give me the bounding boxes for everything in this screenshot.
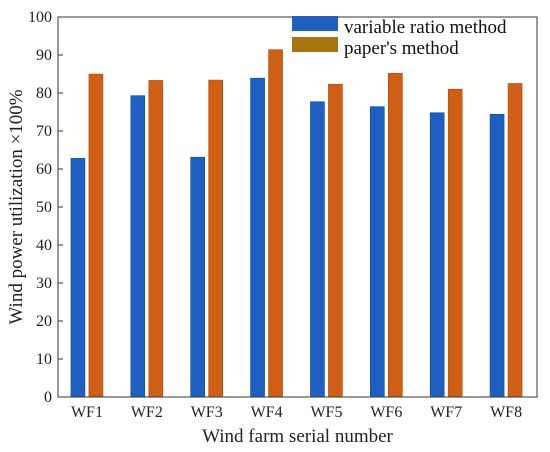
x-axis-title: Wind farm serial number	[202, 426, 393, 447]
bar-papers-method-wf5	[328, 83, 343, 398]
bar-papers-method-wf1	[88, 73, 104, 398]
bar-papers-method-wf4	[268, 49, 283, 398]
y-tick-label: 20	[36, 313, 52, 330]
bars	[70, 49, 523, 398]
bar-variable-ratio-wf6	[370, 106, 385, 398]
y-tick-label: 50	[36, 199, 52, 216]
bar-variable-ratio-wf5	[310, 101, 325, 398]
x-tick-label: WF2	[131, 404, 163, 421]
y-tick-label: 10	[36, 351, 52, 368]
x-tick-label: WF5	[310, 404, 342, 421]
bar-variable-ratio-wf3	[190, 156, 205, 398]
x-tick-label: WF4	[251, 404, 283, 421]
y-tick-label: 70	[36, 123, 52, 140]
legend: variable ratio method paper's method	[292, 16, 507, 59]
bar-variable-ratio-wf8	[489, 113, 505, 398]
bar-papers-method-wf7	[447, 88, 463, 398]
bar-variable-ratio-wf1	[70, 158, 86, 398]
y-tick-label: 90	[36, 47, 52, 64]
y-axis-title: Wind power utilization ×100%	[6, 89, 27, 324]
bar-papers-method-wf6	[388, 72, 403, 398]
y-tick-label: 80	[36, 85, 52, 102]
x-axis-ticks: WF1 WF2 WF3 WF4 WF5 WF6 WF7 WF8	[71, 404, 522, 421]
y-tick-label: 60	[36, 161, 52, 178]
y-axis-ticks: 0 10 20 30 40 50 60 70 80 90 100	[28, 9, 63, 406]
bar-variable-ratio-wf4	[250, 77, 265, 398]
legend-label-variable-ratio: variable ratio method	[344, 17, 507, 38]
bar-variable-ratio-wf2	[130, 95, 146, 398]
x-tick-label: WF1	[71, 404, 103, 421]
x-tick-label: WF3	[191, 404, 223, 421]
y-tick-label: 40	[36, 237, 52, 254]
legend-swatch-papers-method	[292, 37, 338, 52]
y-tick-label: 100	[28, 9, 52, 26]
y-tick-label: 0	[44, 389, 52, 406]
x-tick-label: WF7	[430, 404, 462, 421]
plot-frame	[57, 16, 538, 398]
bar-papers-method-wf3	[208, 79, 223, 398]
legend-label-papers-method: paper's method	[344, 38, 459, 59]
bar-papers-method-wf2	[148, 80, 164, 398]
x-tick-label: WF8	[490, 404, 522, 421]
bar-papers-method-wf8	[507, 83, 523, 398]
y-tick-label: 30	[36, 275, 52, 292]
legend-swatch-variable-ratio	[292, 16, 338, 31]
x-tick-label: WF6	[370, 404, 402, 421]
bar-variable-ratio-wf7	[429, 112, 445, 398]
